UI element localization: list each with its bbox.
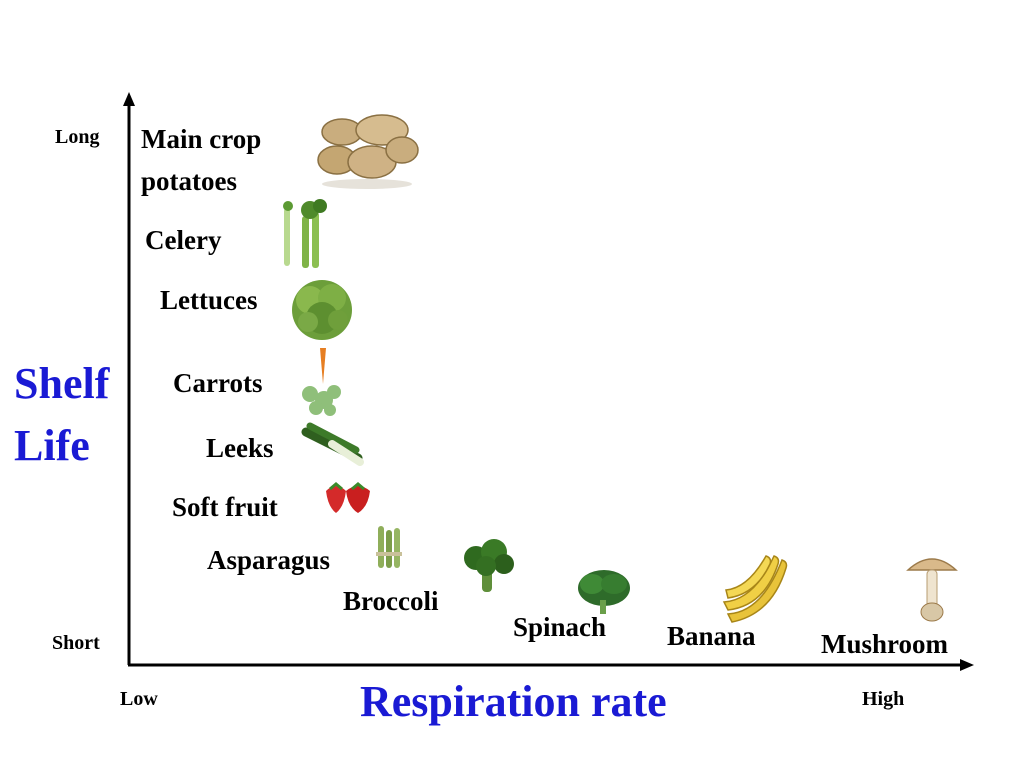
carrots-image: [302, 348, 341, 416]
y-axis-arrowhead: [123, 92, 135, 106]
broccoli-image: [464, 539, 514, 592]
leeks-image: [301, 422, 364, 466]
y-axis-title-line2: Life: [14, 421, 90, 470]
y-tick-short: Short: [52, 632, 100, 654]
strawberries-image: [326, 482, 370, 513]
x-axis-title: Respiration rate: [360, 677, 667, 726]
mushroom-image: [906, 558, 958, 622]
y-axis-title-line1: Shelf: [14, 359, 110, 408]
label-carrots: Carrots: [173, 368, 263, 398]
x-axis-arrowhead: [960, 659, 974, 671]
label-leeks: Leeks: [206, 433, 274, 463]
label-spinach: Spinach: [513, 612, 607, 642]
label-mushroom: Mushroom: [821, 629, 949, 659]
label-lettuces: Lettuces: [160, 285, 258, 315]
label-potatoes-line2: potatoes: [141, 166, 237, 196]
spinach-image: [578, 570, 630, 614]
label-potatoes-line1: Main crop: [141, 124, 262, 154]
x-tick-low: Low: [120, 688, 158, 710]
lettuce-image: [292, 280, 352, 340]
potatoes-image: [317, 114, 419, 189]
celery-image: [283, 199, 327, 268]
label-broccoli: Broccoli: [343, 586, 439, 616]
label-celery: Celery: [145, 225, 222, 255]
label-soft-fruit: Soft fruit: [172, 492, 278, 522]
label-asparagus: Asparagus: [207, 545, 331, 575]
label-banana: Banana: [667, 621, 756, 651]
banana-image: [722, 555, 788, 623]
y-tick-long: Long: [55, 126, 100, 148]
x-tick-high: High: [862, 688, 905, 710]
asparagus-image: [376, 526, 402, 568]
